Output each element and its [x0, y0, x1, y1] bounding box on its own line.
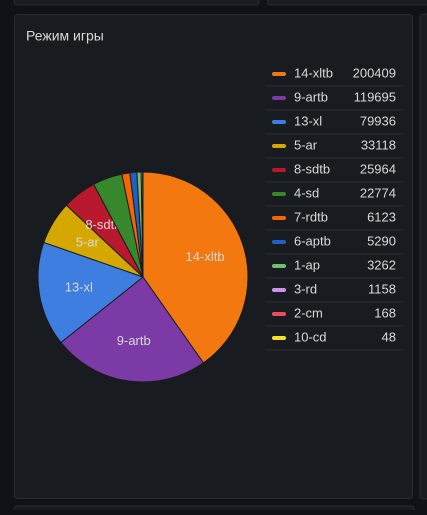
legend-label: 14-xltb	[294, 65, 333, 80]
legend-swatch	[272, 72, 286, 76]
legend-label: 8-sdtb	[294, 161, 330, 176]
legend-label: 13-xl	[294, 113, 322, 128]
legend-label: 10-cd	[294, 329, 327, 344]
legend-swatch	[272, 144, 286, 148]
legend-swatch	[272, 312, 286, 316]
legend-label: 3-rd	[294, 281, 317, 296]
legend-swatch	[272, 192, 286, 196]
slice-label: 13-xl	[65, 279, 93, 294]
legend-swatch	[272, 336, 286, 340]
legend-label: 4-sd	[294, 185, 319, 200]
legend-value: 119695	[354, 89, 396, 104]
legend-value: 200409	[353, 65, 396, 80]
legend-label: 7-rdtb	[294, 209, 328, 224]
slice-label: 5-ar	[76, 235, 100, 250]
slice-label: 9-artb	[117, 333, 151, 348]
legend-value: 3262	[367, 257, 396, 272]
legend-swatch	[272, 264, 286, 268]
panel-above	[268, 0, 427, 5]
legend-value: 168	[374, 305, 396, 320]
legend-label: 6-aptb	[294, 233, 331, 248]
legend-swatch	[272, 240, 286, 244]
legend-value: 1158	[368, 281, 396, 296]
panel-title: Режим игры	[26, 28, 104, 44]
legend-value: 48	[382, 329, 396, 344]
legend-label: 5-ar	[294, 137, 318, 152]
legend-label: 2-cm	[294, 305, 323, 320]
legend-value: 33118	[361, 137, 396, 152]
legend-swatch	[272, 96, 286, 100]
legend-swatch	[272, 120, 286, 124]
legend-value: 5290	[367, 233, 396, 248]
panel-below	[14, 506, 414, 510]
legend-label: 9-artb	[294, 89, 328, 104]
legend-value: 22774	[360, 185, 396, 200]
legend-label: 1-ap	[294, 257, 320, 272]
panel-above	[14, 0, 259, 5]
legend-value: 6123	[367, 209, 396, 224]
legend-swatch	[272, 216, 286, 220]
slice-label: 14-xltb	[186, 249, 225, 264]
legend-swatch	[272, 168, 286, 172]
legend-value: 79936	[360, 113, 396, 128]
legend-swatch	[272, 288, 286, 292]
legend-value: 25964	[360, 161, 396, 176]
panel-right	[420, 14, 427, 499]
